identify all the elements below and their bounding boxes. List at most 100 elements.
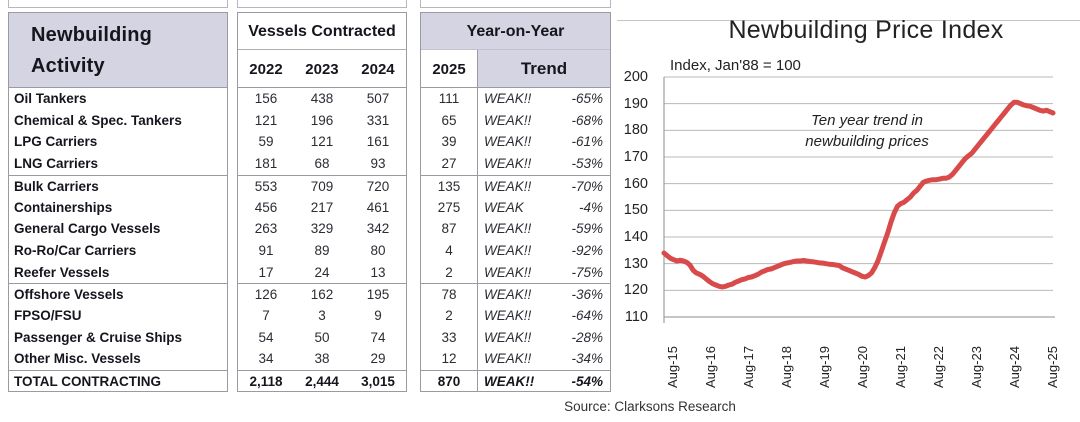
value-2024: 3,015 (361, 374, 395, 390)
value-2023: 438 (310, 91, 334, 106)
vessels-contracted-rows: 156 438 507 121 196 331 59 121 161 181 68 93 553 709 7… (238, 88, 406, 392)
value-2025: 870 (421, 371, 478, 392)
year-column-headers: 2022 2023 2024 (238, 50, 406, 88)
chart-y-axis-caption: Index, Jan'88 = 100 (670, 57, 801, 74)
activity-row-label: Ro-Ro/Car Carriers (14, 242, 137, 258)
trend-percent: -59% (571, 221, 603, 237)
value-2023: 68 (314, 156, 330, 172)
value-2025: 65 (421, 109, 478, 132)
trend-percent: -36% (571, 287, 603, 303)
y-tick-label: 120 (623, 282, 648, 299)
trend-text: WEAK!! (484, 178, 532, 194)
yoy-row: 2 WEAK!! -75% (421, 261, 610, 284)
value-2023: 329 (310, 221, 334, 237)
trend-percent: -64% (571, 308, 603, 324)
value-2024: 29 (370, 351, 386, 367)
y-tick-label: 150 (623, 202, 648, 219)
trend-text: WEAK!! (484, 329, 532, 345)
vessels-row: 34 38 29 (238, 348, 406, 370)
value-2022: 34 (258, 351, 274, 367)
value-2024: 74 (370, 329, 386, 345)
x-tick-label: Aug-17 (741, 346, 756, 388)
value-2024: 13 (370, 264, 386, 280)
value-2023: 89 (314, 242, 330, 258)
trend-cell: WEAK!! -61% (478, 131, 610, 153)
activity-row-label: Other Misc. Vessels (14, 351, 141, 367)
top-sliver-yoy (420, 0, 611, 8)
vessels-row: 121 196 331 (238, 110, 406, 132)
yoy-row: 870 WEAK!! -54% (421, 370, 610, 392)
yoy-row: 111 WEAK!! -65% (421, 88, 610, 110)
trend-cell: WEAK -4% (478, 197, 610, 219)
vessels-contracted-table: Vessels Contracted 2022 2023 2024 156 438 50… (237, 12, 407, 392)
activity-row-label: TOTAL CONTRACTING (9, 370, 227, 392)
activity-table: Newbuilding Activity Oil Tankers Chemical… (8, 12, 228, 392)
vessels-row: 7 3 9 (238, 305, 406, 327)
value-2023: 121 (310, 134, 334, 150)
trend-cell: WEAK!! -64% (478, 305, 610, 327)
value-2024: 93 (370, 156, 386, 172)
trend-cell: WEAK!! -28% (478, 327, 610, 349)
value-2025: 275 (421, 196, 478, 219)
activity-row-label: General Cargo Vessels (14, 221, 161, 237)
x-tick-label: Aug-25 (1045, 346, 1060, 388)
value-2024: 9 (374, 308, 382, 324)
trend-text: WEAK!! (484, 134, 532, 150)
value-2025: 12 (421, 348, 478, 371)
value-2025: 33 (421, 326, 478, 349)
yoy-header: Year-on-Year (421, 13, 610, 50)
value-2023: 3 (318, 308, 326, 324)
trend-text: WEAK!! (484, 374, 535, 390)
value-2022: 156 (254, 91, 278, 106)
vessels-row: 456 217 461 (238, 197, 406, 219)
value-2025: 39 (421, 131, 478, 154)
yoy-rows: 111 WEAK!! -65% 65 WEAK!! -68% 39 WEAK!! -61% 27 W… (421, 88, 610, 392)
trend-percent: -92% (571, 242, 603, 258)
activity-header-line2: Activity (31, 55, 105, 77)
value-2023: 38 (314, 351, 330, 367)
x-tick-label: Aug-20 (855, 346, 870, 388)
value-2024: 720 (366, 178, 390, 194)
price-index-line (661, 99, 1056, 290)
y-tick-label: 140 (623, 229, 648, 245)
vessels-row: 91 89 80 (238, 240, 406, 262)
axis-lines (663, 77, 1055, 323)
yoy-row: 87 WEAK!! -59% (421, 218, 610, 240)
value-2022: 126 (254, 287, 278, 303)
trend-text: WEAK!! (484, 287, 532, 303)
activity-row-label: Bulk Carriers (9, 174, 227, 197)
activity-row-label: Chemical & Spec. Tankers (14, 112, 182, 128)
activity-row-label: Offshore Vessels (9, 283, 227, 305)
value-2024: 507 (366, 91, 390, 106)
year-column-header: 2022 (249, 61, 283, 78)
value-2025: 135 (421, 175, 478, 197)
trend-text: WEAK (484, 199, 524, 215)
vessels-contracted-header: Vessels Contracted (238, 13, 406, 50)
trend-cell: WEAK!! -54% (478, 371, 610, 392)
vessels-row: 17 24 13 (238, 262, 406, 284)
value-2025: 2 (421, 261, 478, 284)
column-header-2025: 2025 (421, 50, 478, 87)
vessels-row: 59 121 161 (238, 131, 406, 153)
value-2022: 553 (254, 178, 278, 194)
trend-percent: -28% (571, 329, 603, 345)
value-2023: 162 (310, 287, 334, 303)
vessels-row: 156 438 507 (238, 88, 406, 110)
value-2022: 91 (258, 242, 274, 258)
value-2022: 2,118 (249, 374, 283, 390)
chart-top-border (617, 20, 1080, 21)
activity-row-label: LPG Carriers (14, 134, 98, 150)
trend-cell: WEAK!! -53% (478, 153, 610, 175)
activity-rows: Oil Tankers Chemical & Spec. Tankers LPG C… (9, 88, 227, 392)
y-tick-label: 110 (624, 309, 648, 325)
value-2023: 196 (310, 112, 334, 128)
trend-text: WEAK!! (484, 351, 532, 367)
vessels-row: 54 50 74 (238, 327, 406, 349)
trend-text: WEAK!! (484, 308, 532, 324)
top-sliver-activity (8, 0, 228, 8)
yoy-table: Year-on-Year 2025 Trend 111 WEAK!! -65% 65 W… (420, 12, 611, 392)
value-2025: 2 (421, 305, 478, 327)
value-2022: 181 (254, 156, 278, 172)
value-2024: 80 (370, 242, 386, 258)
